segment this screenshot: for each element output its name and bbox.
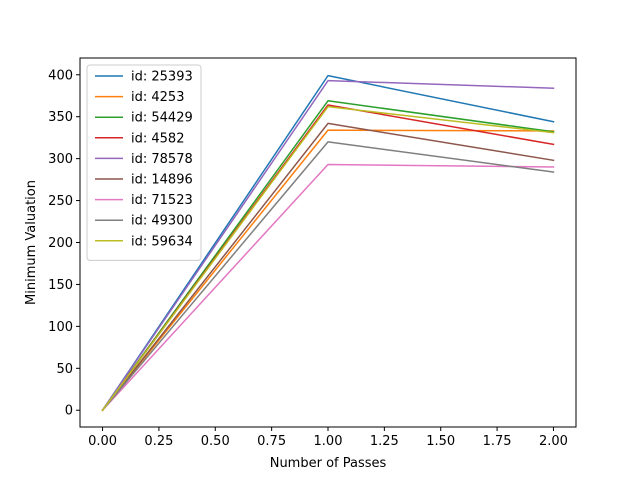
- x-tick-label: 1.25: [370, 434, 399, 449]
- x-tick-label: 0.25: [144, 434, 173, 449]
- x-axis-title: Number of Passes: [270, 456, 387, 471]
- x-tick-label: 0.75: [257, 434, 286, 449]
- y-tick-label: 50: [56, 362, 73, 377]
- y-axis-title: Minimum Valuation: [24, 180, 39, 305]
- x-tick-label: 1.75: [483, 434, 512, 449]
- series-line-8: [101, 105, 555, 412]
- x-tick-label: 0.00: [88, 434, 117, 449]
- legend-label: id: 78578: [131, 152, 193, 167]
- series-line-2: [101, 100, 555, 412]
- series-line-7: [101, 141, 555, 412]
- y-tick-label: 100: [48, 320, 73, 335]
- legend-label: id: 25393: [131, 70, 193, 85]
- series-line-5: [101, 122, 555, 412]
- series-line-6: [101, 163, 555, 412]
- y-tick-label: 0: [65, 404, 73, 419]
- plot-frame: [79, 57, 577, 428]
- series-line-4: [101, 79, 555, 412]
- legend-box: [86, 64, 202, 261]
- y-tick-label: 350: [48, 110, 73, 125]
- x-tick-label: 1.00: [314, 434, 343, 449]
- x-tick-label: 0.50: [201, 434, 230, 449]
- y-tick-label: 400: [48, 68, 73, 83]
- y-tick-label: 150: [48, 278, 73, 293]
- legend-label: id: 4582: [131, 131, 184, 146]
- legend-label: id: 49300: [131, 214, 193, 229]
- legend-label: id: 71523: [131, 193, 193, 208]
- legend-label: id: 59634: [131, 234, 193, 249]
- legend-label: id: 54429: [131, 111, 193, 126]
- x-tick-label: 1.50: [426, 434, 455, 449]
- y-tick-label: 200: [48, 236, 73, 251]
- x-tick-label: 2.00: [539, 434, 568, 449]
- legend-label: id: 14896: [131, 173, 193, 188]
- y-axis-ticks: 0 50 100 150 200 250 300 350 400: [48, 68, 80, 419]
- series-layer: [101, 74, 555, 412]
- legend: id: 25393 id: 4253 id: 54429 id: 4582 id: 78…: [86, 64, 202, 261]
- series-line-0: [101, 74, 555, 412]
- y-tick-label: 300: [48, 152, 73, 167]
- y-tick-label: 250: [48, 194, 73, 209]
- legend-label: id: 4253: [131, 90, 184, 105]
- x-axis-ticks: 0.00 0.25 0.50 0.75 1.00 1.25 1.50 1.75 2.00: [88, 427, 568, 449]
